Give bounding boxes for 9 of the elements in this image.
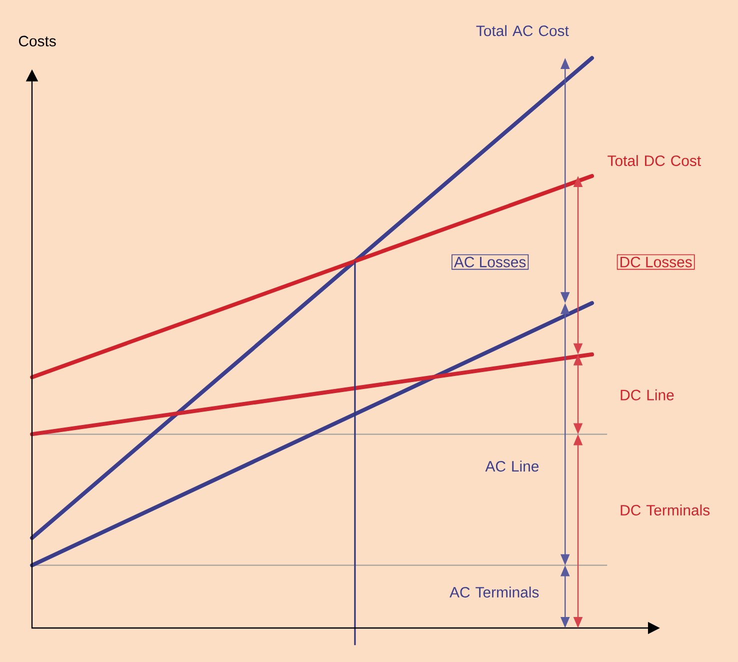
annotation: DC Losses [620, 256, 692, 268]
annotation: AC Losses [454, 256, 526, 268]
annotation: AC Line [485, 460, 539, 472]
annotation: AC Terminals [450, 586, 539, 598]
annotation: DC Terminals [620, 504, 710, 516]
annotation: DC Line [620, 389, 674, 400]
series-label: Total DC Cost [608, 155, 701, 166]
text: Total AC Cost [476, 25, 569, 36]
y-axis-title: Costs [18, 36, 56, 46]
